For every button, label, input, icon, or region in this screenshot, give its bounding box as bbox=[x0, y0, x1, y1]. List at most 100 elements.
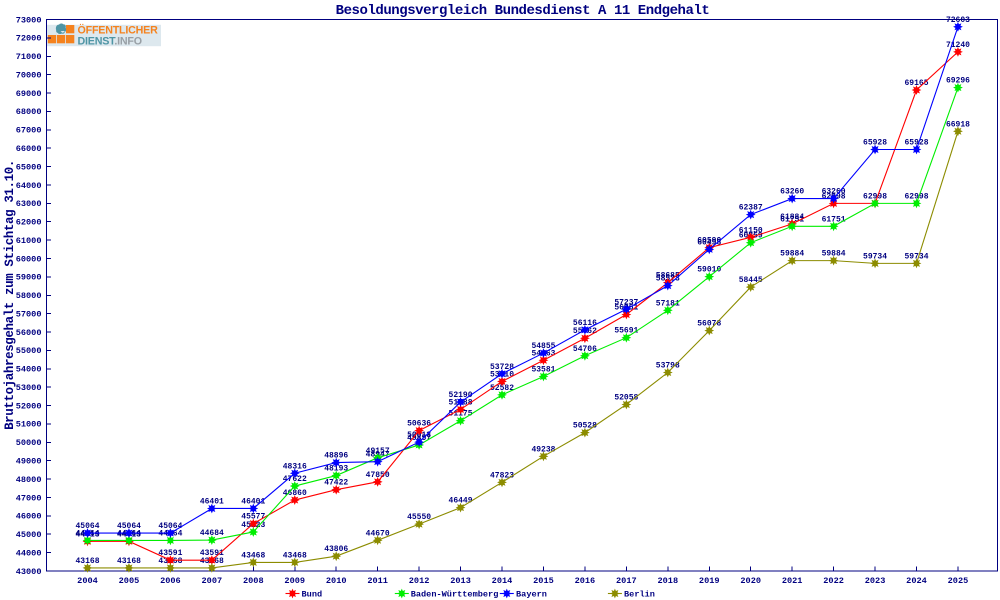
svg-text:2020: 2020 bbox=[740, 576, 761, 586]
svg-text:55000: 55000 bbox=[16, 346, 42, 356]
svg-text:61751: 61751 bbox=[822, 215, 846, 224]
svg-text:46860: 46860 bbox=[283, 489, 307, 498]
svg-text:60000: 60000 bbox=[16, 254, 42, 264]
svg-text:47000: 47000 bbox=[16, 493, 42, 503]
svg-text:60590: 60590 bbox=[697, 237, 721, 246]
svg-text:45000: 45000 bbox=[16, 530, 42, 540]
svg-text:52582: 52582 bbox=[490, 384, 514, 393]
svg-text:58445: 58445 bbox=[739, 276, 763, 285]
svg-text:2008: 2008 bbox=[243, 576, 264, 586]
svg-text:55691: 55691 bbox=[614, 327, 638, 336]
svg-text:44670: 44670 bbox=[366, 529, 390, 538]
svg-text:2014: 2014 bbox=[492, 576, 513, 586]
svg-text:2025: 2025 bbox=[948, 576, 969, 586]
svg-text:59884: 59884 bbox=[822, 250, 846, 259]
svg-text:44684: 44684 bbox=[200, 529, 224, 538]
svg-text:62998: 62998 bbox=[863, 192, 887, 201]
svg-text:2018: 2018 bbox=[657, 576, 678, 586]
svg-text:46000: 46000 bbox=[16, 512, 42, 522]
svg-text:69296: 69296 bbox=[946, 77, 970, 86]
svg-text:Baden-Württemberg: Baden-Württemberg bbox=[411, 590, 499, 600]
svg-text:51000: 51000 bbox=[16, 420, 42, 430]
svg-text:50000: 50000 bbox=[16, 438, 42, 448]
svg-text:2011: 2011 bbox=[367, 576, 388, 586]
svg-text:Bayern: Bayern bbox=[516, 590, 547, 600]
svg-text:59734: 59734 bbox=[904, 252, 928, 261]
svg-text:57000: 57000 bbox=[16, 309, 42, 319]
svg-text:64000: 64000 bbox=[16, 181, 42, 191]
svg-text:DIENST.INFO: DIENST.INFO bbox=[78, 35, 142, 47]
svg-text:48193: 48193 bbox=[324, 465, 348, 474]
svg-text:63260: 63260 bbox=[780, 188, 804, 197]
svg-text:43168: 43168 bbox=[75, 557, 99, 566]
svg-text:2022: 2022 bbox=[823, 576, 844, 586]
svg-text:59734: 59734 bbox=[863, 252, 887, 261]
svg-text:48000: 48000 bbox=[16, 475, 42, 485]
svg-text:47622: 47622 bbox=[283, 475, 307, 484]
svg-text:48316: 48316 bbox=[283, 462, 307, 471]
svg-text:59010: 59010 bbox=[697, 266, 721, 275]
svg-text:43468: 43468 bbox=[241, 551, 265, 560]
svg-text:43468: 43468 bbox=[283, 551, 307, 560]
svg-text:Bruttojahresgehalt zum Stichta: Bruttojahresgehalt zum Stichtag 31.10. bbox=[3, 160, 17, 430]
svg-text:52000: 52000 bbox=[16, 401, 42, 411]
svg-text:2021: 2021 bbox=[782, 576, 803, 586]
svg-text:53000: 53000 bbox=[16, 383, 42, 393]
svg-text:71240: 71240 bbox=[946, 41, 970, 50]
svg-text:71000: 71000 bbox=[16, 52, 42, 62]
svg-text:45064: 45064 bbox=[117, 522, 141, 531]
svg-text:62998: 62998 bbox=[904, 192, 928, 201]
svg-text:47823: 47823 bbox=[490, 471, 514, 480]
svg-text:70000: 70000 bbox=[16, 70, 42, 80]
svg-text:49238: 49238 bbox=[531, 445, 555, 454]
svg-text:66000: 66000 bbox=[16, 144, 42, 154]
svg-text:2024: 2024 bbox=[906, 576, 927, 586]
svg-text:57181: 57181 bbox=[656, 299, 680, 308]
svg-text:43591: 43591 bbox=[200, 549, 224, 558]
svg-text:69165: 69165 bbox=[904, 79, 928, 88]
svg-text:68000: 68000 bbox=[16, 107, 42, 117]
svg-text:56116: 56116 bbox=[573, 319, 597, 328]
svg-text:52058: 52058 bbox=[614, 393, 638, 402]
svg-text:65928: 65928 bbox=[904, 139, 928, 148]
svg-text:ÖFFENTLICHER: ÖFFENTLICHER bbox=[78, 24, 159, 37]
svg-text:47850: 47850 bbox=[366, 471, 390, 480]
svg-text:48896: 48896 bbox=[324, 452, 348, 461]
svg-text:62000: 62000 bbox=[16, 218, 42, 228]
svg-text:2023: 2023 bbox=[865, 576, 886, 586]
svg-text:50013: 50013 bbox=[407, 431, 431, 440]
svg-text:2005: 2005 bbox=[119, 576, 140, 586]
svg-text:46401: 46401 bbox=[241, 497, 265, 506]
svg-text:45550: 45550 bbox=[407, 513, 431, 522]
svg-text:47422: 47422 bbox=[324, 479, 348, 488]
svg-text:43000: 43000 bbox=[16, 567, 42, 577]
svg-text:49000: 49000 bbox=[16, 457, 42, 467]
svg-text:45064: 45064 bbox=[158, 522, 182, 531]
svg-text:45064: 45064 bbox=[75, 522, 99, 531]
svg-text:2017: 2017 bbox=[616, 576, 637, 586]
svg-text:Bund: Bund bbox=[302, 590, 323, 600]
svg-text:53581: 53581 bbox=[531, 365, 555, 374]
svg-text:54706: 54706 bbox=[573, 345, 597, 354]
svg-text:56000: 56000 bbox=[16, 328, 42, 338]
svg-text:54000: 54000 bbox=[16, 365, 42, 375]
svg-text:60498: 60498 bbox=[697, 238, 721, 247]
svg-text:69000: 69000 bbox=[16, 89, 42, 99]
svg-text:65928: 65928 bbox=[863, 139, 887, 148]
svg-text:46449: 46449 bbox=[449, 497, 473, 506]
svg-text:61150: 61150 bbox=[739, 226, 763, 235]
svg-text:43168: 43168 bbox=[117, 557, 141, 566]
svg-text:43806: 43806 bbox=[324, 545, 348, 554]
svg-text:2013: 2013 bbox=[450, 576, 471, 586]
svg-text:43591: 43591 bbox=[158, 549, 182, 558]
svg-text:52190: 52190 bbox=[449, 391, 473, 400]
svg-text:59000: 59000 bbox=[16, 273, 42, 283]
svg-text:72603: 72603 bbox=[946, 16, 970, 25]
svg-text:2015: 2015 bbox=[533, 576, 554, 586]
svg-text:57237: 57237 bbox=[614, 298, 638, 307]
svg-text:2004: 2004 bbox=[77, 576, 98, 586]
svg-text:53798: 53798 bbox=[656, 362, 680, 371]
svg-text:53728: 53728 bbox=[490, 363, 514, 372]
svg-text:44000: 44000 bbox=[16, 548, 42, 558]
svg-text:73000: 73000 bbox=[16, 15, 42, 25]
